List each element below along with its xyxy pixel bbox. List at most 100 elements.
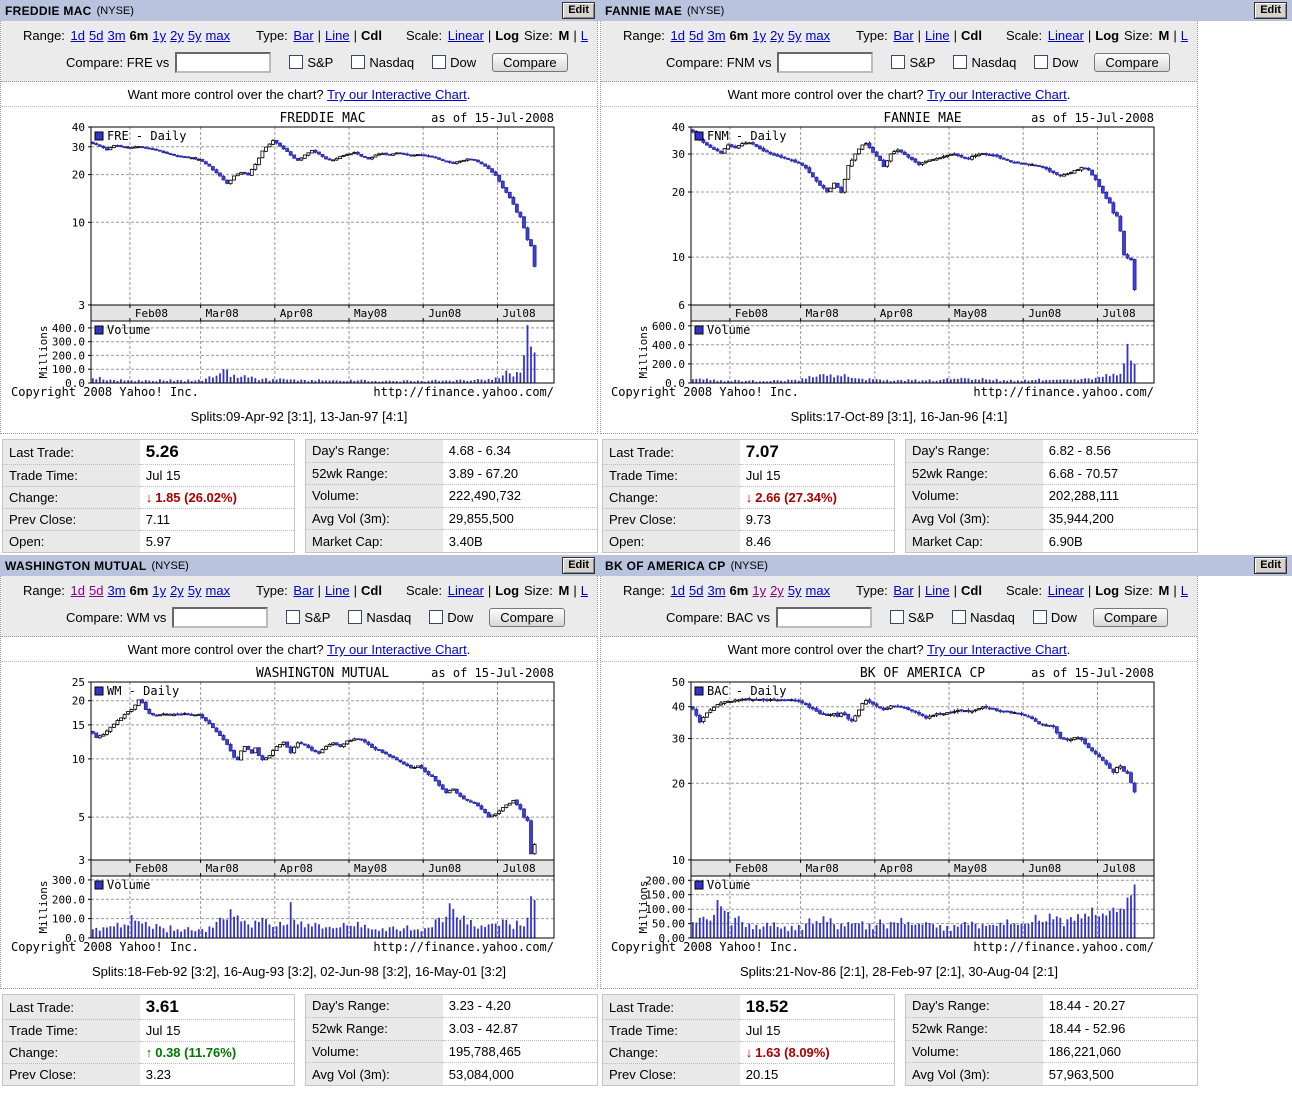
size-l[interactable]: L [1180, 28, 1188, 43]
compare-button[interactable]: Compare [1092, 608, 1169, 627]
index-checkboxes: S&P Nasdaq Dow [268, 610, 473, 625]
range-1y[interactable]: 1y [752, 583, 767, 598]
compare-button[interactable]: Compare [489, 608, 565, 627]
svg-text:400.0: 400.0 [652, 339, 685, 352]
quote-value: Jul 15 [739, 464, 895, 487]
scale-linear[interactable]: Linear [1047, 28, 1084, 43]
sp-checkbox[interactable] [286, 610, 301, 624]
range-max[interactable]: max [205, 28, 231, 43]
type-bar[interactable]: Bar [893, 28, 914, 43]
range-3m[interactable]: 3m [707, 583, 726, 598]
compare-symbol-input[interactable] [776, 607, 873, 628]
svg-text:Volume: Volume [107, 878, 150, 892]
range-3m[interactable]: 3m [707, 28, 726, 43]
interactive-chart-link[interactable]: Try our Interactive Chart [327, 642, 467, 657]
range-5d[interactable]: 5d [89, 28, 104, 43]
splits-note: Splits:09-Apr-92 [3:1], 13-Jan-97 [4:1] [190, 409, 408, 424]
range-3m[interactable]: 3m [107, 28, 126, 43]
range-max[interactable]: max [805, 28, 831, 43]
range-max[interactable]: max [805, 583, 831, 598]
scale-linear[interactable]: Linear [447, 28, 484, 43]
checkbox-label: Dow [447, 610, 474, 625]
type-bar[interactable]: Bar [293, 583, 314, 598]
quote-row: Avg Vol (3m): 53,084,000 [305, 1062, 598, 1086]
svg-text:150.00: 150.00 [645, 889, 685, 902]
range-5d[interactable]: 5d [89, 583, 104, 598]
type-label: Type: [856, 28, 888, 43]
dow-checkbox[interactable] [1034, 55, 1049, 69]
range-2y[interactable]: 2y [770, 28, 784, 43]
type-line[interactable]: Line [925, 583, 950, 598]
compare-button[interactable]: Compare [492, 53, 568, 72]
dow-checkbox[interactable] [432, 55, 447, 69]
interactive-chart-link[interactable]: Try our Interactive Chart [327, 87, 467, 102]
down-arrow-icon: ↓ [745, 1045, 753, 1060]
quote-table-left: Last Trade: 3.61 Trade Time: Jul 15 Change: ↑… [2, 994, 295, 1086]
nasdaq-checkbox[interactable] [348, 610, 363, 624]
edit-button[interactable]: Edit [562, 557, 595, 574]
dow-checkbox[interactable] [1032, 610, 1047, 624]
type-line[interactable]: Line [325, 583, 350, 598]
edit-button[interactable]: Edit [1254, 2, 1287, 19]
range-2y[interactable]: 2y [170, 583, 184, 598]
quote-label: Trade Time: [602, 464, 740, 487]
scale-linear[interactable]: Linear [447, 583, 484, 598]
nasdaq-checkbox[interactable] [952, 610, 967, 624]
scale-links: Linear | Log [446, 28, 521, 43]
compare-symbol-input[interactable] [175, 52, 272, 73]
type-bar[interactable]: Bar [893, 583, 914, 598]
sp-checkbox[interactable] [891, 55, 906, 69]
range-1d[interactable]: 1d [70, 583, 86, 598]
svg-text:40: 40 [672, 121, 685, 134]
quote-row: 52wk Range: 3.89 - 67.20 [305, 462, 598, 486]
range-2y[interactable]: 2y [770, 583, 784, 598]
range-5d[interactable]: 5d [689, 583, 704, 598]
quote-label: Market Cap: [305, 529, 443, 553]
range-5y[interactable]: 5y [187, 583, 202, 598]
range-1d[interactable]: 1d [70, 28, 86, 43]
type-line[interactable]: Line [325, 28, 350, 43]
size-l[interactable]: L [580, 583, 588, 598]
range-3m[interactable]: 3m [107, 583, 126, 598]
dow-checkbox[interactable] [429, 610, 444, 624]
range-5d[interactable]: 5d [689, 28, 704, 43]
quote-summary: Last Trade: 5.26 Trade Time: Jul 15 Change: ↓… [0, 434, 600, 555]
size-l[interactable]: L [580, 28, 588, 43]
range-6m: 6m [729, 28, 749, 43]
compare-button[interactable]: Compare [1094, 53, 1170, 72]
quote-label: Prev Close: [2, 508, 140, 531]
type-line[interactable]: Line [925, 28, 950, 43]
svg-text:10: 10 [72, 753, 85, 766]
svg-text:Copyright 2008 Yahoo! Inc.: Copyright 2008 Yahoo! Inc. [11, 940, 199, 954]
range-1d[interactable]: 1d [670, 583, 686, 598]
range-5y[interactable]: 5y [187, 28, 202, 43]
range-max[interactable]: max [205, 583, 231, 598]
edit-button[interactable]: Edit [1254, 557, 1287, 574]
edit-button[interactable]: Edit [562, 2, 595, 19]
range-5y[interactable]: 5y [787, 583, 802, 598]
range-1y[interactable]: 1y [152, 28, 167, 43]
quote-row: Change: ↓ 1.63 (8.09%) [602, 1041, 895, 1064]
range-2y[interactable]: 2y [170, 28, 184, 43]
sp-checkbox[interactable] [289, 55, 304, 69]
quote-label: Last Trade: [602, 439, 740, 465]
nasdaq-checkbox[interactable] [351, 55, 366, 69]
interactive-chart-link[interactable]: Try our Interactive Chart [927, 642, 1067, 657]
svg-text:Millions: Millions [637, 881, 650, 934]
range-1y[interactable]: 1y [752, 28, 767, 43]
quote-value: 202,288,111 [1042, 484, 1198, 508]
scale-linear[interactable]: Linear [1047, 583, 1084, 598]
range-5y[interactable]: 5y [787, 28, 802, 43]
quote-value: 18.44 - 52.96 [1042, 1017, 1198, 1041]
size-l[interactable]: L [1180, 583, 1188, 598]
range-1d[interactable]: 1d [670, 28, 686, 43]
sp-checkbox[interactable] [890, 610, 905, 624]
type-bar[interactable]: Bar [293, 28, 314, 43]
interactive-chart-promo: Want more control over the chart? Try ou… [601, 82, 1197, 107]
compare-symbol-input[interactable] [777, 52, 874, 73]
interactive-chart-link[interactable]: Try our Interactive Chart [927, 87, 1067, 102]
quote-summary: Last Trade: 3.61 Trade Time: Jul 15 Change: ↑… [0, 989, 600, 1088]
range-1y[interactable]: 1y [152, 583, 167, 598]
nasdaq-checkbox[interactable] [953, 55, 968, 69]
compare-symbol-input[interactable] [172, 607, 269, 628]
